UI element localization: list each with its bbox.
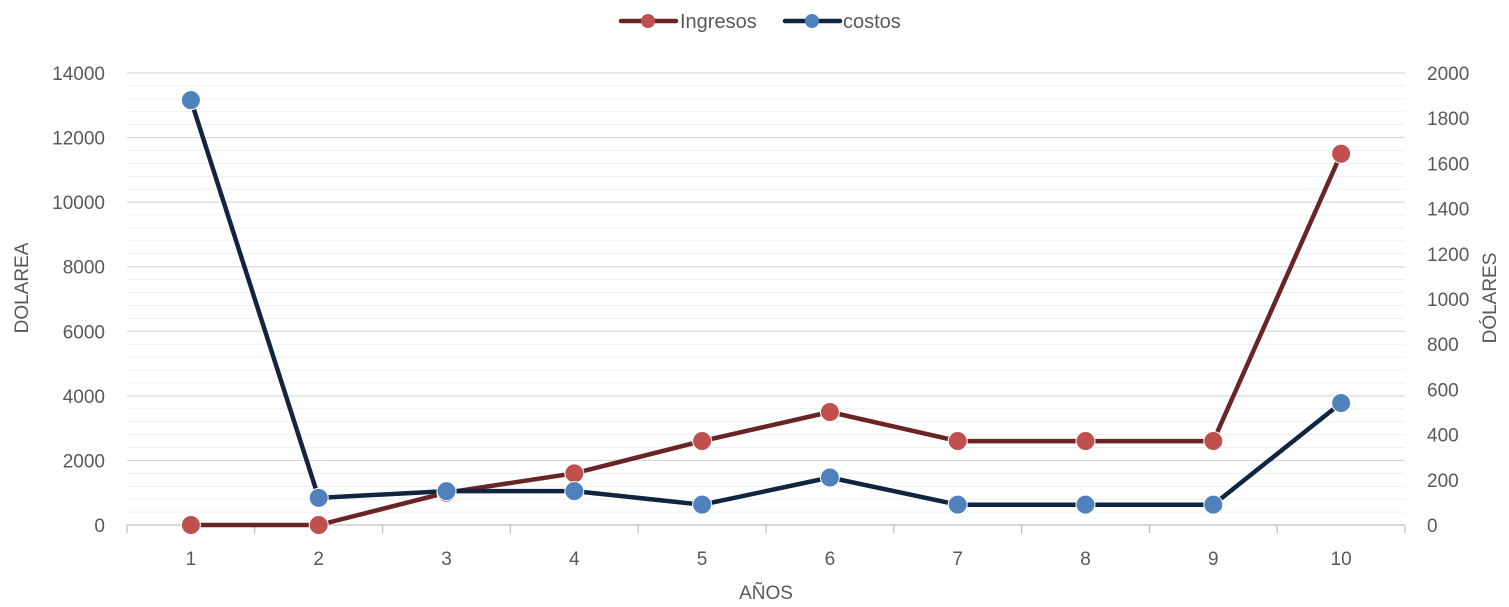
y2-tick-label: 800 [1427,335,1459,356]
data-point-series-2 [180,90,201,111]
data-point-series-1 [308,515,329,535]
x-tick-label: 6 [825,549,836,570]
y2-tick-label: 0 [1427,516,1438,537]
series [180,90,1352,535]
data-point-series-1 [564,463,585,484]
y-axis-title: DOLAREA [12,242,33,333]
x-tick-label: 9 [1208,549,1219,570]
data-point-series-2 [1203,494,1224,515]
y2-tick-label: 1000 [1427,290,1469,311]
y2-tick-label: 1800 [1427,109,1469,130]
tick-labels: 1 2 3 4 5 6 7 8 9 1002000400060008000100001200014… [52,64,1469,570]
data-point-series-2 [819,467,840,488]
data-point-series-2 [308,487,329,508]
legend: Ingresos costos [618,11,901,33]
x-tick-label: 2 [313,549,324,570]
legend-label-1: Ingresos [680,11,757,33]
y-tick-label: 6000 [63,322,105,343]
y2-tick-label: 2000 [1427,64,1469,85]
x-tick-label: 10 [1331,549,1352,570]
data-point-series-2 [564,481,585,502]
y2-axis-title: DÓLARES [1479,253,1501,344]
x-tick-label: 8 [1080,549,1091,570]
y2-tick-label: 600 [1427,380,1459,401]
y2-tick-label: 1400 [1427,200,1469,221]
data-point-series-2 [1075,494,1096,515]
y-tick-label: 14000 [52,64,105,85]
y2-tick-label: 1200 [1427,245,1469,266]
x-tick-label: 5 [697,549,708,570]
legend-label-2: costos [843,11,901,33]
axes [126,524,1406,533]
data-point-series-1 [1203,431,1224,452]
data-point-series-1 [1075,431,1096,452]
y2-tick-label: 400 [1427,426,1459,447]
series-line-1 [188,151,1344,528]
data-point-series-2 [947,494,968,515]
data-point-series-1 [180,515,201,535]
x-tick-label: 3 [441,549,452,570]
y-tick-label: 4000 [63,387,105,408]
data-point-series-1 [692,431,713,452]
y-tick-label: 10000 [52,193,105,214]
data-point-series-1 [947,431,968,452]
data-point-series-2 [692,494,713,515]
y2-tick-label: 200 [1427,471,1459,492]
series-line-2 [188,97,1344,507]
y-tick-label: 2000 [63,451,105,472]
data-point-series-2 [436,481,457,502]
grid-lines [127,72,1405,513]
x-tick-label: 1 [186,549,197,570]
y-tick-label: 0 [94,516,105,537]
y-tick-label: 12000 [52,129,105,150]
x-tick-label: 7 [952,549,963,570]
legend-marker-1 [641,14,655,28]
data-point-series-1 [1331,143,1352,164]
x-tick-label: 4 [569,549,580,570]
y2-tick-label: 1600 [1427,154,1469,175]
legend-marker-2 [805,14,819,28]
x-axis-title: AÑOS [739,582,793,602]
data-point-series-1 [819,402,840,422]
y-tick-label: 8000 [63,258,105,279]
data-point-series-2 [1331,392,1352,413]
